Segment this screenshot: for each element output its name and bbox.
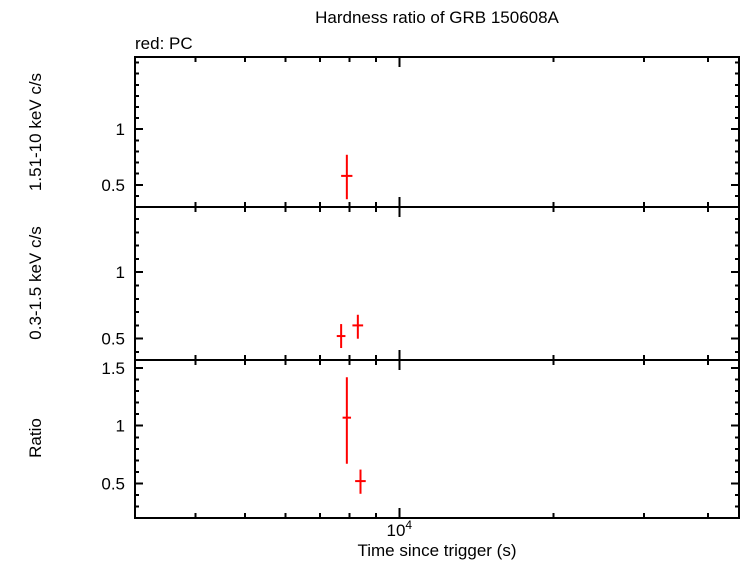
y-tick-label: 0.5 [101,176,125,195]
x-axis-label: Time since trigger (s) [357,541,517,560]
y-tick-label: 1.5 [101,359,125,378]
legend-mode-label: red: PC [135,34,193,53]
chart-title: Hardness ratio of GRB 150608A [315,8,559,27]
panel-frame-soft-band-rate [134,206,740,361]
y-tick-label: 1 [116,120,125,139]
y-tick-label: 0.5 [101,330,125,349]
y-tick-label: 0.5 [101,474,125,493]
panel-frame-hard-band-rate [134,56,740,208]
panel-frame-hardness-ratio [134,359,740,519]
y-tick-label: 1 [116,263,125,282]
x-tick-label: 104 [387,518,413,540]
y-tick-label: 1 [116,417,125,436]
